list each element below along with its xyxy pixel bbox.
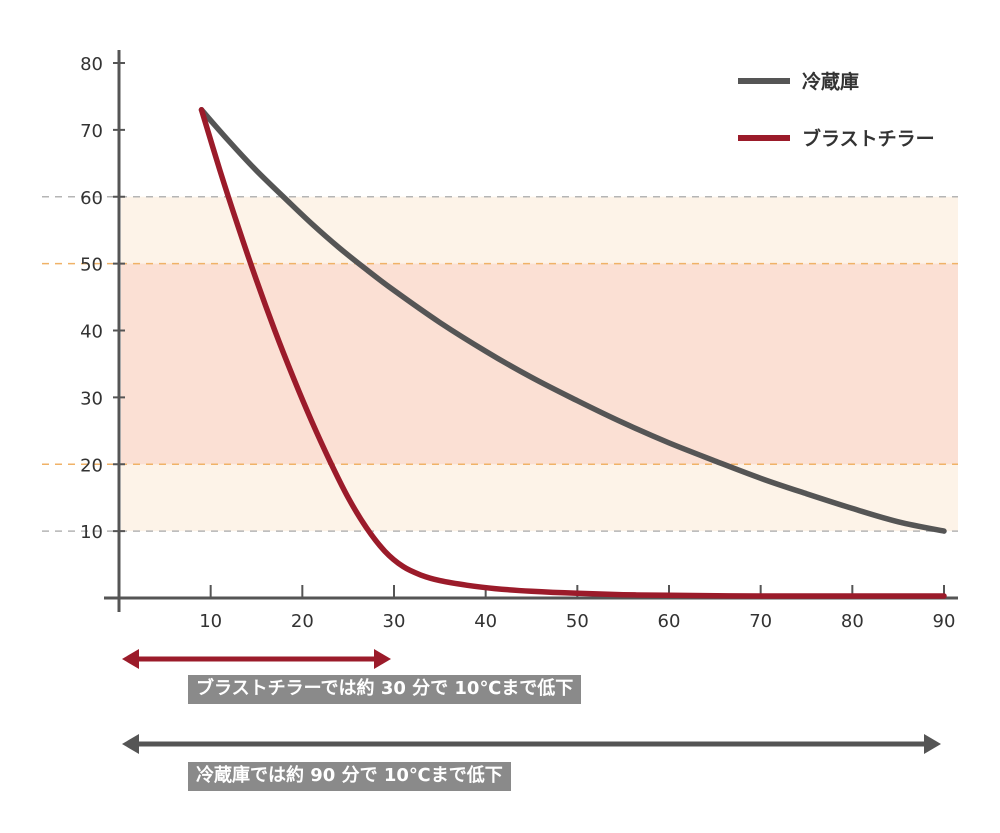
y-ticks: 10 20 30 40 50 60 70 80 xyxy=(80,54,125,543)
series-line-fridge xyxy=(198,107,947,534)
y-tick-label: 20 xyxy=(80,455,103,476)
x-tick-label: 90 xyxy=(933,611,956,632)
x-tick-label: 10 xyxy=(199,611,222,632)
x-tick-label: 50 xyxy=(566,611,589,632)
blast-chiller-duration-arrow xyxy=(122,649,391,669)
y-tick-label: 70 xyxy=(80,121,103,142)
x-tick-label: 20 xyxy=(291,611,314,632)
legend-label-blast-chiller: ブラストチラー xyxy=(802,127,935,150)
x-tick-label: 30 xyxy=(383,611,406,632)
legend-label-fridge: 冷蔵庫 xyxy=(802,70,859,93)
duration-arrows xyxy=(122,649,941,754)
y-tick-label: 50 xyxy=(80,255,103,276)
series-line-blast-chiller xyxy=(198,107,947,599)
y-tick-label: 10 xyxy=(80,522,103,543)
y-tick-label: 80 xyxy=(80,54,103,75)
x-tick-label: 70 xyxy=(749,611,772,632)
legend: 冷蔵庫 ブラストチラー xyxy=(738,70,935,150)
x-tick-label: 80 xyxy=(841,611,864,632)
y-tick-label: 40 xyxy=(80,322,103,343)
fridge-note: 冷蔵庫では約 90 分で 10℃まで低下 xyxy=(188,762,511,791)
series-lines xyxy=(198,107,947,599)
y-tick-label: 30 xyxy=(80,388,103,409)
y-tick-label: 60 xyxy=(80,188,103,209)
band-1 xyxy=(121,263,958,465)
x-tick-label: 60 xyxy=(658,611,681,632)
reference-lines xyxy=(42,196,958,532)
fridge-duration-arrow xyxy=(122,734,941,754)
blast-chiller-note: ブラストチラーでは約 30 分で 10℃まで低下 xyxy=(188,675,582,704)
x-tick-label: 40 xyxy=(474,611,497,632)
